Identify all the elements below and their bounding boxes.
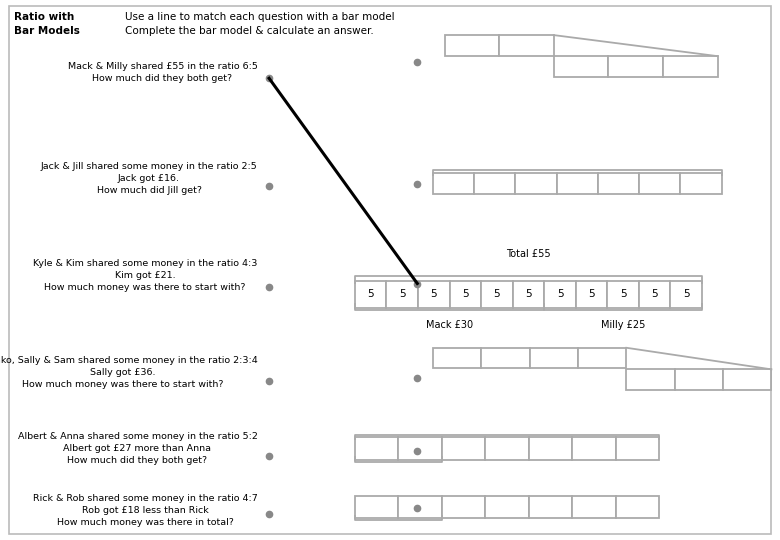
- Bar: [626, 369, 675, 390]
- Text: 5: 5: [367, 289, 374, 299]
- Bar: [481, 348, 530, 368]
- Bar: [723, 369, 771, 390]
- Bar: [529, 437, 573, 460]
- Text: Mack £30: Mack £30: [426, 320, 473, 330]
- Text: Total £55: Total £55: [506, 249, 551, 259]
- Bar: [597, 173, 639, 194]
- Bar: [485, 437, 529, 460]
- Bar: [639, 281, 671, 308]
- Bar: [355, 437, 399, 460]
- Bar: [516, 173, 557, 194]
- Text: 5: 5: [399, 289, 406, 299]
- Bar: [355, 281, 386, 308]
- Bar: [433, 348, 481, 368]
- Bar: [578, 348, 626, 368]
- Text: Ratio with
Bar Models: Ratio with Bar Models: [14, 12, 80, 36]
- Bar: [441, 437, 485, 460]
- Bar: [445, 35, 499, 56]
- Bar: [671, 281, 702, 308]
- Bar: [474, 173, 516, 194]
- Text: 5: 5: [651, 289, 658, 299]
- Bar: [573, 437, 615, 460]
- Bar: [615, 437, 659, 460]
- Bar: [399, 496, 441, 518]
- Text: Sako, Sally & Sam shared some money in the ratio 2:3:4
Sally got £36.
How much m: Sako, Sally & Sam shared some money in t…: [0, 356, 257, 389]
- Bar: [481, 281, 512, 308]
- Text: Albert & Anna shared some money in the ratio 5:2
Albert got £27 more than Anna
H: Albert & Anna shared some money in the r…: [17, 432, 257, 464]
- Bar: [433, 173, 474, 194]
- Text: Use a line to match each question with a bar model
Complete the bar model & calc: Use a line to match each question with a…: [125, 12, 395, 36]
- Bar: [663, 56, 718, 77]
- Bar: [573, 496, 615, 518]
- Text: 5: 5: [588, 289, 595, 299]
- Bar: [485, 496, 529, 518]
- Bar: [512, 281, 544, 308]
- Text: Jack & Jill shared some money in the ratio 2:5
Jack got £16.
How much did Jill g: Jack & Jill shared some money in the rat…: [41, 162, 257, 194]
- Bar: [355, 496, 399, 518]
- Bar: [608, 281, 639, 308]
- Text: Milly £25: Milly £25: [601, 320, 645, 330]
- Text: 5: 5: [557, 289, 563, 299]
- Text: 5: 5: [620, 289, 626, 299]
- Bar: [557, 173, 597, 194]
- Text: Rick & Rob shared some money in the ratio 4:7
Rob got £18 less than Rick
How muc: Rick & Rob shared some money in the rati…: [33, 494, 257, 526]
- Bar: [386, 281, 418, 308]
- Text: 5: 5: [431, 289, 437, 299]
- Bar: [399, 437, 441, 460]
- Bar: [615, 496, 659, 518]
- Text: Mack & Milly shared £55 in the ratio 6:5
How much did they both get?: Mack & Milly shared £55 in the ratio 6:5…: [68, 62, 257, 83]
- Bar: [441, 496, 485, 518]
- Bar: [530, 348, 578, 368]
- Text: Kyle & Kim shared some money in the ratio 4:3
Kim got £21.
How much money was th: Kyle & Kim shared some money in the rati…: [33, 259, 257, 292]
- Text: 5: 5: [494, 289, 500, 299]
- Bar: [554, 56, 608, 77]
- Bar: [608, 56, 663, 77]
- Bar: [418, 281, 449, 308]
- Text: 5: 5: [462, 289, 469, 299]
- Bar: [639, 173, 680, 194]
- Bar: [576, 281, 608, 308]
- Text: 5: 5: [683, 289, 690, 299]
- Bar: [449, 281, 481, 308]
- Text: 5: 5: [525, 289, 532, 299]
- Bar: [675, 369, 723, 390]
- Bar: [680, 173, 722, 194]
- Bar: [544, 281, 576, 308]
- Bar: [529, 496, 573, 518]
- Bar: [499, 35, 554, 56]
